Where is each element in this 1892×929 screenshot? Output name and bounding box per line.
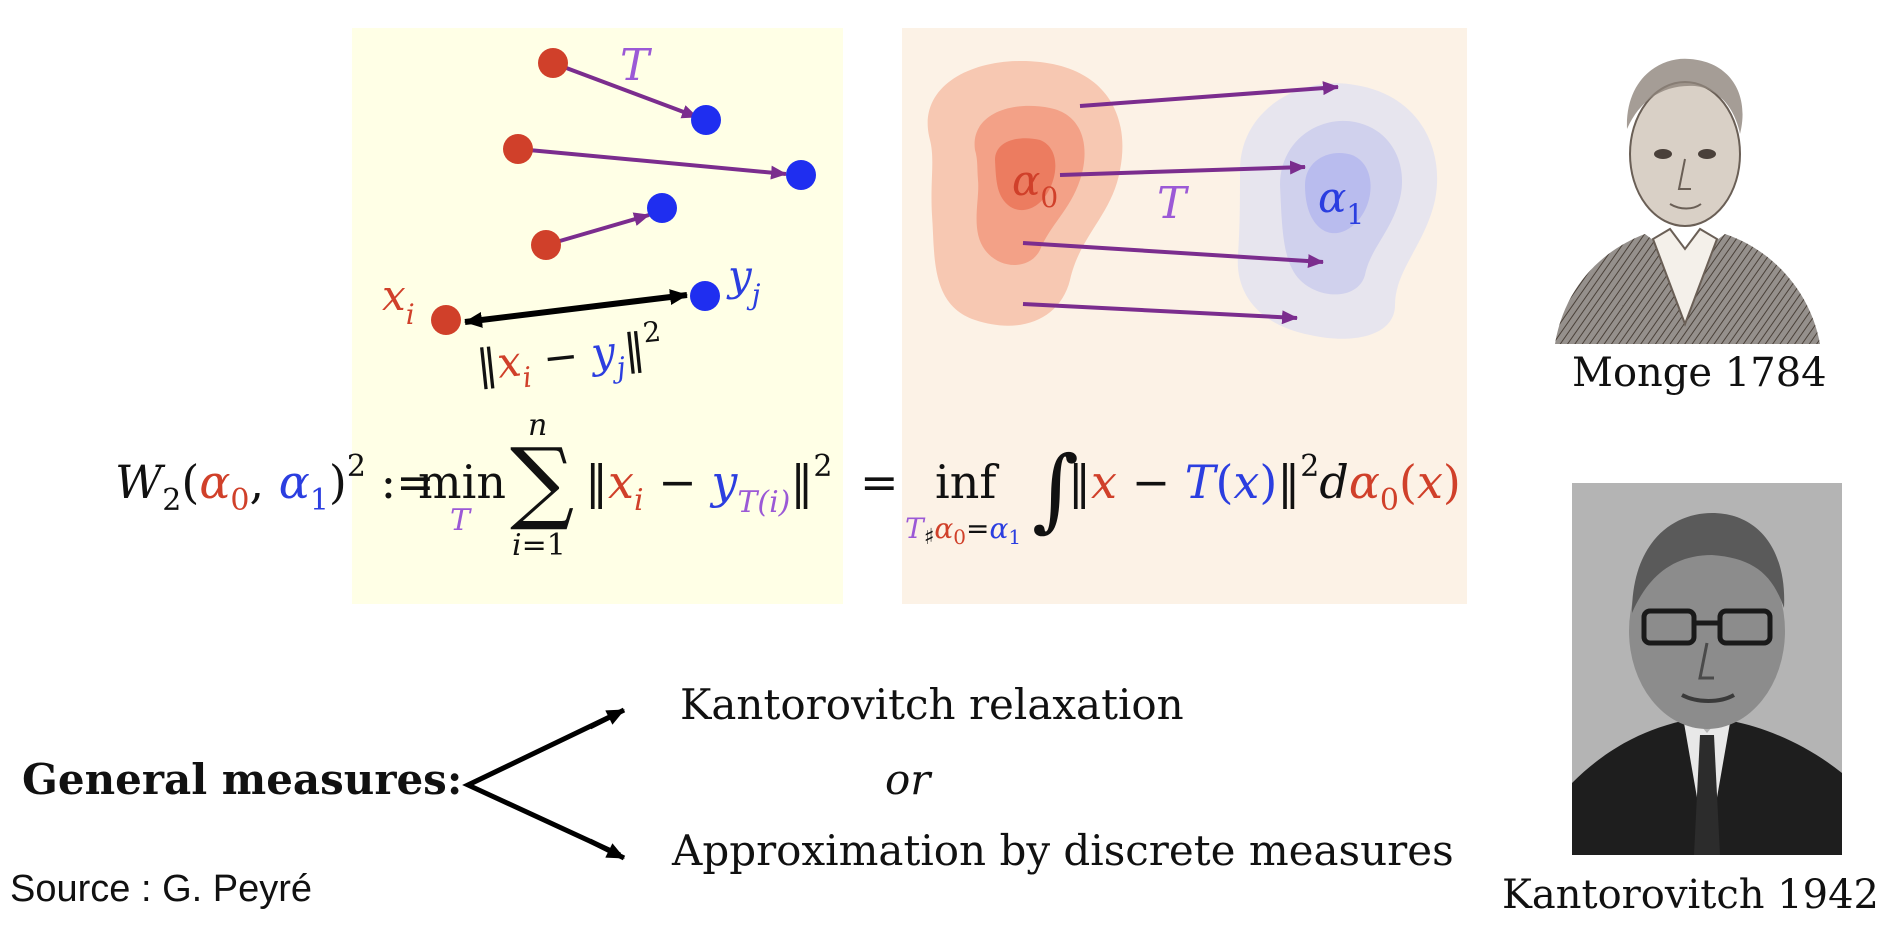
map-arrow xyxy=(517,147,787,180)
formula-min: min xyxy=(418,455,506,509)
monge-caption: Monge 1784 xyxy=(1572,350,1827,396)
continuous-map-label: T xyxy=(1157,178,1190,229)
map-arrow xyxy=(552,61,698,119)
branch-arrows xyxy=(462,707,626,861)
map-arrow xyxy=(1022,241,1324,269)
discrete-map-arrows xyxy=(464,61,787,328)
source-point xyxy=(431,305,461,335)
cost-arrow xyxy=(464,289,688,328)
map-arrow xyxy=(1079,81,1339,108)
transport-formula: W2(α0, α1)2 := min T n ∑ i=1 ‖xi − yT(i)… xyxy=(115,408,1461,563)
formula-integral: ∫ xyxy=(1032,437,1079,542)
kantorovitch-relaxation-label: Kantorovitch relaxation xyxy=(680,680,1184,729)
target-point xyxy=(690,281,720,311)
formula-inf-subscript: T♯α0=α1 xyxy=(905,512,1021,550)
source-density xyxy=(927,60,1123,326)
formula-lhs: W2(α0, α1)2 := xyxy=(115,449,435,518)
discrete-points xyxy=(431,48,816,335)
formula-continuous-cost: ‖x − T(x)‖2dα0(x) xyxy=(1068,449,1461,518)
target-point xyxy=(786,160,816,190)
kantorovitch-portrait xyxy=(1572,483,1842,855)
discrete-approximation-label: Approximation by discrete measures xyxy=(672,826,1454,875)
formula-discrete-cost: ‖xi − yT(i)‖2 xyxy=(585,449,832,520)
target-point xyxy=(691,105,721,135)
target-density xyxy=(1237,83,1438,339)
source-point xyxy=(538,48,568,78)
discrete-map-label: T xyxy=(620,40,653,91)
source-point xyxy=(531,230,561,260)
source-credit: Source : G. Peyré xyxy=(10,868,313,910)
map-arrow xyxy=(545,212,650,247)
target-point-label: yj xyxy=(726,251,761,311)
formula-equals: = xyxy=(860,455,899,509)
source-point-label: xi xyxy=(382,271,415,331)
map-arrow xyxy=(1059,160,1306,177)
formula-min-subscript: T xyxy=(450,503,472,538)
formula-inf: inf xyxy=(935,455,999,509)
source-point xyxy=(503,134,533,164)
cost-label: ‖xi − yj‖2 xyxy=(473,315,666,399)
formula-sum: ∑ xyxy=(510,429,574,534)
continuous-map-arrows xyxy=(1022,81,1339,325)
monge-portrait xyxy=(1535,34,1835,344)
kantorovitch-caption: Kantorovitch 1942 xyxy=(1502,872,1879,918)
formula-sum-upper: n xyxy=(528,408,547,443)
formula-sum-lower: i=1 xyxy=(512,528,566,563)
map-arrow xyxy=(1022,302,1298,325)
or-label: or xyxy=(885,755,931,804)
general-measures-label: General measures: xyxy=(22,755,463,804)
target-point xyxy=(647,193,677,223)
